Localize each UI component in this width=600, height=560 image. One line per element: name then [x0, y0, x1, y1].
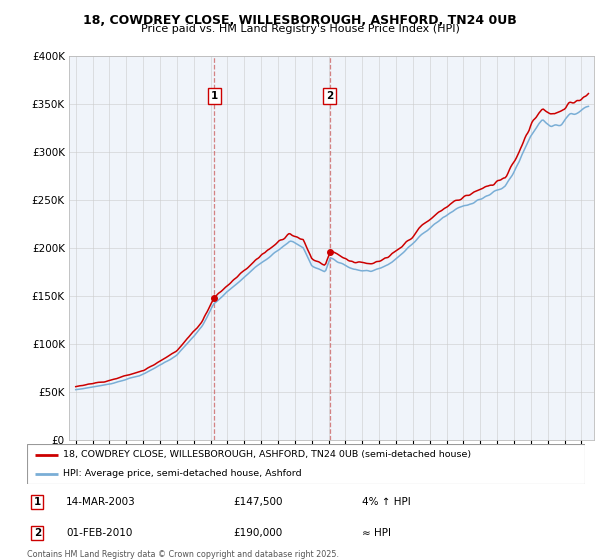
Text: 2: 2 — [326, 91, 334, 101]
Text: 18, COWDREY CLOSE, WILLESBOROUGH, ASHFORD, TN24 0UB (semi-detached house): 18, COWDREY CLOSE, WILLESBOROUGH, ASHFOR… — [63, 450, 472, 459]
Text: £190,000: £190,000 — [233, 528, 283, 538]
Text: 1: 1 — [211, 91, 218, 101]
Text: 14-MAR-2003: 14-MAR-2003 — [66, 497, 136, 507]
Text: Contains HM Land Registry data © Crown copyright and database right 2025.
This d: Contains HM Land Registry data © Crown c… — [27, 550, 339, 560]
Text: 01-FEB-2010: 01-FEB-2010 — [66, 528, 133, 538]
FancyBboxPatch shape — [27, 444, 585, 484]
Text: 18, COWDREY CLOSE, WILLESBOROUGH, ASHFORD, TN24 0UB: 18, COWDREY CLOSE, WILLESBOROUGH, ASHFOR… — [83, 14, 517, 27]
Text: ≈ HPI: ≈ HPI — [362, 528, 391, 538]
Text: HPI: Average price, semi-detached house, Ashford: HPI: Average price, semi-detached house,… — [63, 469, 302, 478]
Text: £147,500: £147,500 — [233, 497, 283, 507]
Text: 1: 1 — [34, 497, 41, 507]
Text: 4% ↑ HPI: 4% ↑ HPI — [362, 497, 410, 507]
Text: 2: 2 — [34, 528, 41, 538]
Text: Price paid vs. HM Land Registry's House Price Index (HPI): Price paid vs. HM Land Registry's House … — [140, 24, 460, 34]
